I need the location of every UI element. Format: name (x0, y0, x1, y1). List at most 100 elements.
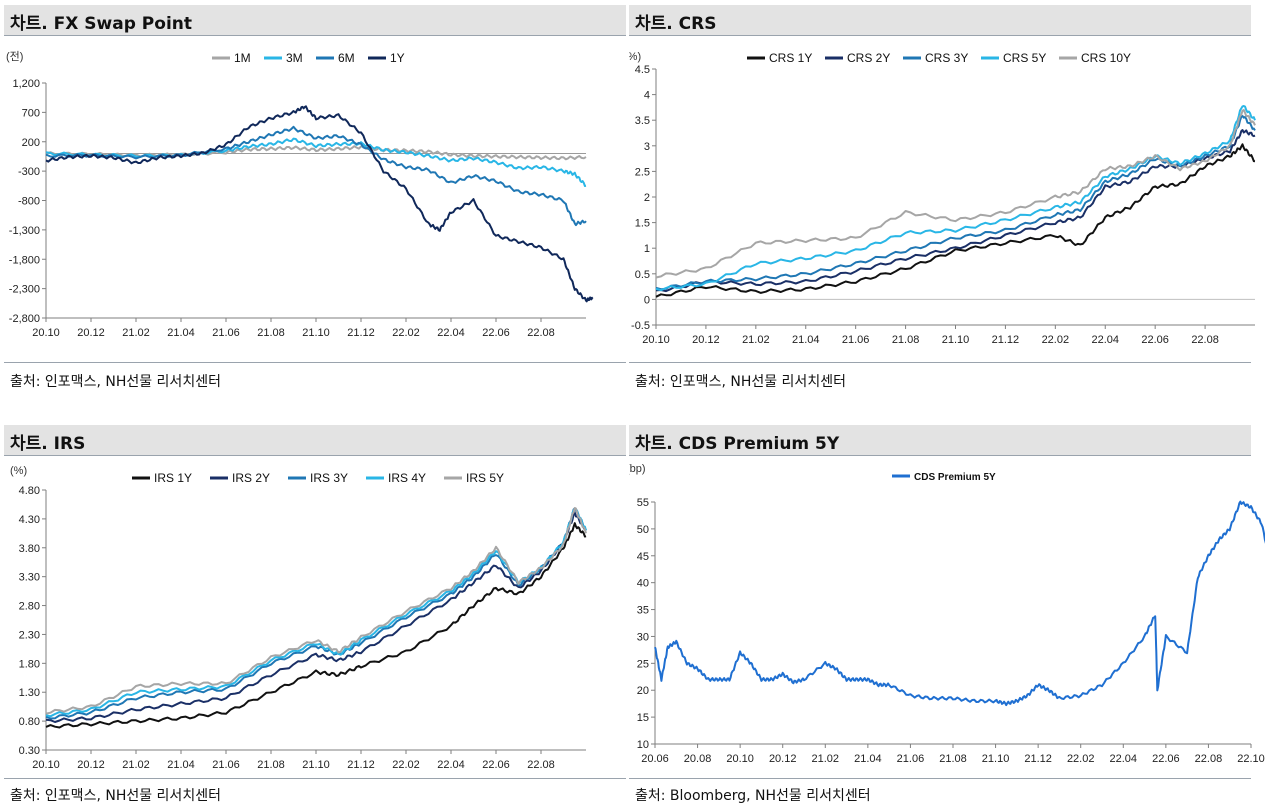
separator-line (629, 362, 1251, 363)
crs-chart: (%) -0.5 0 0.5 1 1.5 2 2.5 3 3.5 4 4.5 20.10 20.12 21.… (629, 51, 1256, 346)
x-tick-label: 22.04 (1110, 753, 1138, 765)
panel-fx-swap-point: 차트. FX Swap Point (전) 1,200 700 200 -300 -800… (4, 5, 626, 400)
x-tick-label: 21.04 (854, 753, 882, 765)
series-line-irs-3y (45, 507, 587, 720)
x-tick-label: 21.12 (347, 327, 375, 339)
series-line-cds-premium-5y (654, 500, 1265, 707)
series-line-crs-3y (655, 115, 1256, 291)
x-tick-label: 22.04 (437, 759, 465, 771)
series-line-crs-5y (655, 105, 1256, 292)
y-tick-label: 0.5 (635, 269, 650, 281)
y-tick-label: 200 (22, 137, 40, 149)
y-tick-label: -2,300 (9, 284, 40, 296)
series-line-crs-10y (655, 109, 1256, 279)
x-tick-label: 21.02 (812, 753, 840, 765)
y-tick-label: 4.5 (635, 64, 650, 76)
series-line-1y (45, 105, 594, 303)
y-tick-label: 1.5 (635, 218, 650, 230)
panel-title-bar: 차트. FX Swap Point (4, 5, 626, 36)
x-tick-label: 21.02 (742, 334, 770, 346)
panel-title-bar: 차트. IRS (4, 425, 626, 456)
x-tick-label: 22.06 (482, 759, 510, 771)
x-tick-label: 22.08 (1195, 753, 1223, 765)
series-line-3m (45, 137, 587, 187)
source-note: 출처: 인포맥스, NH선물 리서치센터 (10, 374, 221, 390)
legend-entry: CRS 10Y (1081, 51, 1131, 65)
legend-entry: 1Y (390, 51, 405, 65)
x-tick-label: 21.12 (347, 759, 375, 771)
legend-entry: 6M (338, 51, 355, 65)
source-note: 출처: 인포맥스, NH선물 리서치센터 (635, 374, 846, 390)
y-tick-label: 55 (637, 497, 649, 509)
source-note: 출처: 인포맥스, NH선물 리서치센터 (10, 788, 221, 804)
x-tick-label: 20.12 (77, 327, 105, 339)
y-tick-label: 20 (637, 685, 649, 697)
y-unit-label: (bp) (629, 463, 646, 475)
y-tick-label: 35 (637, 605, 649, 617)
y-tick-label: 4.80 (19, 485, 40, 497)
x-tick-label: 22.08 (527, 327, 555, 339)
series-line-crs-1y (655, 143, 1256, 298)
x-tick-label: 22.02 (1067, 753, 1095, 765)
y-tick-label: 45 (637, 551, 649, 563)
x-tick-label: 20.08 (684, 753, 712, 765)
y-tick-label: 3.5 (635, 115, 650, 127)
irs-chart: (%) 0.30 0.80 1.30 1.80 2.30 2.80 3.30 3.80 4.30 4… (10, 465, 587, 771)
y-tick-label: 0.80 (19, 716, 40, 728)
y-tick-label: -0.5 (631, 320, 650, 332)
y-tick-label: 40 (637, 578, 649, 590)
y-tick-label: 3.80 (19, 543, 40, 555)
panel-title: 차트. CDS Premium 5Y (635, 434, 840, 454)
legend-entry: 1M (234, 51, 251, 65)
y-tick-label: 50 (637, 524, 649, 536)
x-tick-label: 22.08 (1191, 334, 1219, 346)
x-tick-label: 20.06 (641, 753, 669, 765)
x-tick-label: 22.06 (1141, 334, 1169, 346)
panel-cds-premium-5y: 차트. CDS Premium 5Y (bp) 10 15 20 25 30 35 40 45 5… (629, 425, 1265, 809)
x-tick-label: 21.06 (212, 759, 240, 771)
x-tick-label: 20.12 (692, 334, 720, 346)
x-tick-label: 21.10 (302, 759, 330, 771)
y-tick-label: 2.30 (19, 629, 40, 641)
legend-entry: CRS 2Y (847, 51, 890, 65)
x-tick-label: 21.08 (257, 327, 285, 339)
x-tick-label: 22.06 (482, 327, 510, 339)
panel-irs: 차트. IRS (%) 0.30 0.80 1.30 1.80 2.30 2.80 3.30 3… (4, 425, 626, 809)
y-tick-label: 0.30 (19, 745, 40, 757)
legend-entry: CDS Premium 5Y (914, 472, 996, 483)
x-tick-label: 20.10 (32, 327, 60, 339)
y-tick-label: 4.30 (19, 514, 40, 526)
legend-entry: IRS 1Y (154, 471, 192, 485)
legend-entry: IRS 3Y (310, 471, 348, 485)
x-tick-label: 22.10 (1237, 753, 1265, 765)
panel-title: 차트. CRS (635, 14, 717, 34)
x-tick-label: 20.12 (769, 753, 797, 765)
y-tick-label: 3.30 (19, 572, 40, 584)
x-tick-label: 21.04 (167, 327, 195, 339)
x-tick-label: 21.10 (982, 753, 1010, 765)
y-unit-label: (%) (629, 51, 641, 63)
panel-title: 차트. FX Swap Point (10, 14, 192, 34)
legend-entry: CRS 1Y (769, 51, 812, 65)
separator-line (4, 362, 626, 363)
cds-premium-chart: (bp) 10 15 20 25 30 35 40 45 50 55 20.06 20.08 20.10 2… (629, 463, 1265, 765)
y-tick-label: -1,300 (9, 225, 40, 237)
x-tick-label: 21.04 (167, 759, 195, 771)
y-tick-label: 3 (644, 141, 650, 153)
x-tick-label: 21.12 (1024, 753, 1052, 765)
y-tick-label: 700 (22, 107, 40, 119)
legend-entry: IRS 4Y (388, 471, 426, 485)
x-tick-label: 22.04 (1091, 334, 1119, 346)
separator-line (629, 778, 1251, 779)
legend-entry: 3M (286, 51, 303, 65)
y-tick-label: 2.80 (19, 601, 40, 613)
x-tick-label: 21.02 (122, 759, 150, 771)
x-tick-label: 21.06 (897, 753, 925, 765)
y-tick-label: 1.30 (19, 687, 40, 699)
legend-entry: IRS 5Y (466, 471, 504, 485)
x-tick-label: 21.04 (792, 334, 820, 346)
y-tick-label: 2 (644, 192, 650, 204)
x-tick-label: 22.02 (392, 759, 420, 771)
fx-swap-point-chart: (전) 1,200 700 200 -300 -800 -1,300 -1,800 -2,300… (6, 50, 594, 339)
legend-entry: CRS 5Y (1003, 51, 1046, 65)
